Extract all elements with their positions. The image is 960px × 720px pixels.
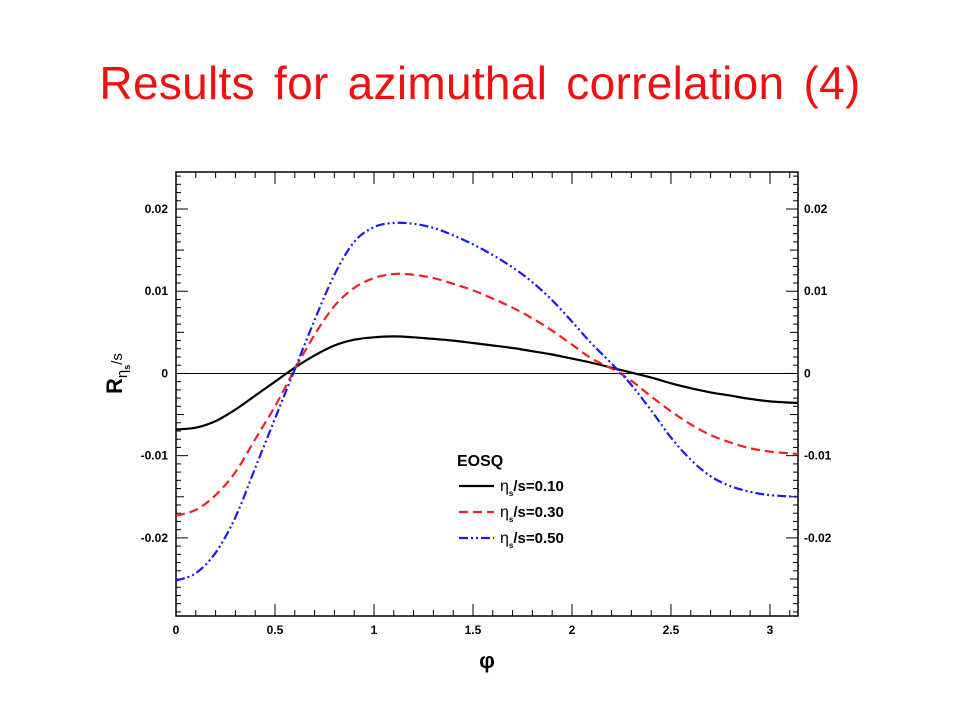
y-axis-title-main: R — [102, 378, 127, 394]
y-tick-label: -0.02 — [141, 531, 169, 545]
y-tick-label: 0.02 — [145, 202, 169, 216]
legend-title: EOSQ — [457, 453, 503, 470]
series-line-0-10 — [175, 335, 799, 431]
series-line-0-50 — [175, 221, 799, 582]
y-axis-title: Rηs/s — [102, 353, 132, 394]
axis-ticks — [175, 172, 798, 616]
legend-label: ηs/s=0.50 — [500, 530, 564, 550]
x-tick-label: 3 — [767, 623, 774, 637]
x-tick-label: 1.5 — [465, 623, 482, 637]
y-tick-label: -0.01 — [141, 449, 169, 463]
y-tick-label-right: 0.02 — [804, 202, 828, 216]
y-tick-label-right: -0.02 — [804, 531, 832, 545]
series-layer — [175, 221, 799, 582]
y-tick-label: 0 — [161, 366, 168, 380]
plot-frame — [175, 171, 799, 617]
y-axis-title-eta-sub: s — [122, 365, 132, 370]
y-tick-label-right: 0.01 — [804, 284, 828, 298]
series-line-0-30 — [175, 272, 799, 517]
legend-label: ηs/s=0.30 — [500, 504, 564, 524]
legend-label: ηs/s=0.10 — [500, 478, 564, 498]
x-tick-label: 0.5 — [267, 623, 284, 637]
x-tick-label: 2.5 — [663, 623, 680, 637]
axis-tick-labels: 0 0.5 1 1.5 2 2.5 3 -0.02 -0.02 -0.01 -0.01 0 0 0.01 0… — [141, 202, 832, 637]
x-axis-title: φ — [479, 648, 495, 673]
x-tick-label: 1 — [371, 623, 378, 637]
y-tick-label-right: -0.01 — [804, 449, 832, 463]
slide-title: Results for azimuthal correlation (4) — [99, 57, 861, 109]
y-tick-label-right: 0 — [804, 366, 811, 380]
legend-entries: ηs/s=0.10 ηs/s=0.30 ηs/s=0.50 — [459, 478, 564, 550]
x-tick-label: 0 — [173, 623, 180, 637]
x-tick-label: 2 — [569, 623, 576, 637]
y-axis-title-eta: η — [114, 370, 131, 378]
legend: EOSQ ηs/s=0.10 ηs/s=0.30 ηs/s=0.50 — [457, 453, 564, 550]
y-tick-label: 0.01 — [145, 284, 169, 298]
y-axis-title-tail: /s — [109, 353, 126, 365]
